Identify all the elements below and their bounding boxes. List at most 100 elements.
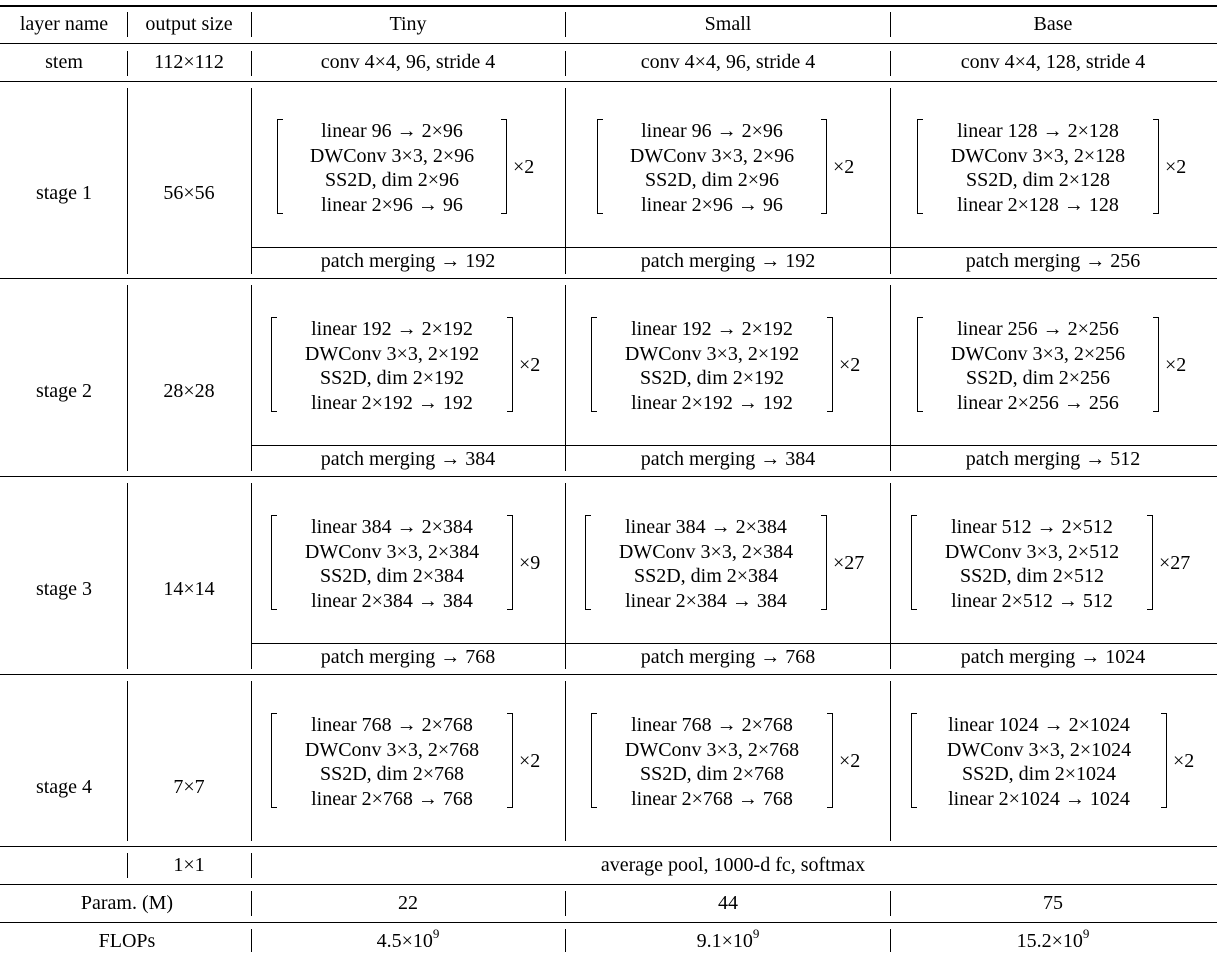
block-line: linear 2×192 → 192	[311, 391, 473, 414]
stem-base: conv 4×4, 128, stride 4	[960, 51, 1146, 73]
column-rule	[565, 51, 566, 76]
stage2-base-block: linear 256 → 2×256 DWConv 3×3, 2×256 SS2D,…	[917, 317, 1193, 414]
merge-rule	[251, 643, 1217, 644]
block-line: SS2D, dim 2×192	[319, 367, 465, 389]
stage1-label: stage 1	[35, 182, 93, 204]
params-label: Param. (M)	[80, 892, 174, 914]
column-rule	[127, 853, 128, 878]
column-rule	[127, 51, 128, 76]
block-line: SS2D, dim 2×768	[639, 763, 785, 785]
stage4-size: 7×7	[173, 776, 205, 798]
head-text: average pool, 1000-d fc, softmax	[600, 854, 866, 876]
params-tiny: 22	[398, 892, 418, 914]
left-bracket	[271, 317, 277, 412]
flops-tiny: 4.5×109	[376, 926, 440, 953]
block-line: linear 512 → 2×512	[951, 516, 1113, 538]
stage4-base-block: linear 1024 → 2×1024 DWConv 3×3, 2×1024 SS…	[911, 713, 1201, 810]
stage2-merge-tiny: patch merging → 384	[320, 448, 496, 470]
right-bracket	[1161, 713, 1167, 808]
block-line: linear 2×128 → 128	[957, 193, 1119, 216]
block-line: linear 96 → 2×96	[641, 120, 783, 142]
stage3-size: 14×14	[163, 578, 215, 600]
column-rule	[565, 483, 566, 669]
column-rule	[127, 285, 128, 471]
stage4-small-repeat: ×2	[839, 750, 861, 772]
stage4-small-block: linear 768 → 2×768 DWConv 3×3, 2×768 SS2D,…	[591, 713, 867, 810]
block-line: linear 2×1024 → 1024	[948, 787, 1130, 810]
stage2-merge-base: patch merging → 512	[965, 448, 1141, 470]
column-rule	[251, 51, 252, 76]
block-line: linear 2×96 → 96	[641, 193, 783, 216]
block-line: linear 2×256 → 256	[957, 391, 1119, 414]
column-rule	[251, 483, 252, 669]
stage1-base-block: linear 128 → 2×128 DWConv 3×3, 2×128 SS2D,…	[917, 119, 1193, 216]
left-bracket	[277, 119, 283, 214]
block-line: SS2D, dim 2×192	[639, 367, 785, 389]
rule	[0, 278, 1217, 279]
stage3-small-block: linear 384 → 2×384 DWConv 3×3, 2×384 SS2D,…	[585, 515, 875, 612]
block-line: SS2D, dim 2×128	[965, 169, 1111, 191]
flops-exponent: 9	[1082, 926, 1090, 941]
stage3-tiny-repeat: ×9	[519, 552, 541, 574]
stage1-merge-base: patch merging → 256	[965, 250, 1141, 272]
flops-small: 9.1×109	[697, 927, 760, 953]
column-rule	[890, 285, 891, 471]
header-layer-name: layer name	[19, 13, 109, 35]
right-bracket	[507, 713, 513, 808]
column-rule	[127, 681, 128, 841]
right-bracket	[821, 119, 827, 214]
column-rule	[890, 929, 891, 952]
column-rule	[565, 285, 566, 471]
block-line: DWConv 3×3, 2×384	[618, 540, 794, 563]
block-line: linear 384 → 2×384	[311, 516, 473, 538]
column-rule	[565, 891, 566, 916]
block-line: linear 256 → 2×256	[957, 318, 1119, 340]
column-rule	[565, 929, 566, 952]
right-bracket	[1153, 317, 1159, 412]
flops-mantissa: 4.5×10	[376, 930, 433, 952]
right-bracket	[1153, 119, 1159, 214]
right-bracket	[827, 317, 833, 412]
rule	[0, 846, 1217, 847]
merge-rule	[251, 247, 1217, 248]
block-line: SS2D, dim 2×512	[959, 565, 1105, 587]
left-bracket	[597, 119, 603, 214]
stage2-tiny-block: linear 192 → 2×192 DWConv 3×3, 2×192 SS2D,…	[271, 317, 547, 414]
block-line: linear 2×192 → 192	[631, 391, 793, 414]
block-line: linear 192 → 2×192	[311, 318, 473, 340]
stage2-small-repeat: ×2	[839, 354, 861, 376]
flops-mantissa: 15.2×10	[1016, 930, 1083, 952]
block-line: SS2D, dim 2×96	[644, 169, 780, 191]
stage4-tiny-repeat: ×2	[519, 750, 541, 772]
block-line: linear 128 → 2×128	[957, 120, 1119, 142]
left-bracket	[917, 317, 923, 412]
stage4-base-repeat: ×2	[1173, 750, 1195, 772]
block-line: linear 2×512 → 512	[951, 589, 1113, 612]
column-rule	[251, 88, 252, 274]
header-base: Base	[1033, 13, 1073, 35]
block-line: linear 768 → 2×768	[631, 714, 793, 736]
block-line: linear 2×384 → 384	[625, 589, 787, 612]
block-line: DWConv 3×3, 2×96	[309, 144, 475, 167]
block-line: linear 384 → 2×384	[625, 516, 787, 538]
flops-exponent: 9	[432, 926, 440, 941]
block-line: linear 2×768 → 768	[311, 787, 473, 810]
flops-label: FLOPs	[98, 930, 156, 952]
stage2-merge-small: patch merging → 384	[640, 448, 816, 470]
flops-base: 15.2×109	[1016, 926, 1090, 953]
block-line: linear 2×768 → 768	[631, 787, 793, 810]
block-line: SS2D, dim 2×384	[633, 565, 779, 587]
stage3-merge-small: patch merging → 768	[640, 646, 816, 668]
stem-tiny: conv 4×4, 96, stride 4	[320, 51, 496, 73]
block-line: SS2D, dim 2×384	[319, 565, 465, 587]
block-line: SS2D, dim 2×768	[319, 763, 465, 785]
stage1-merge-tiny: patch merging → 192	[320, 250, 496, 272]
stage3-merge-base: patch merging → 1024	[960, 646, 1146, 668]
rule	[0, 476, 1217, 477]
stem-size: 112×112	[154, 51, 224, 73]
block-line: DWConv 3×3, 2×768	[304, 738, 480, 761]
stage3-label: stage 3	[35, 578, 93, 600]
stage3-base-repeat: ×27	[1159, 552, 1191, 574]
stage3-tiny-block: linear 384 → 2×384 DWConv 3×3, 2×384 SS2D,…	[271, 515, 547, 612]
left-bracket	[585, 515, 591, 610]
